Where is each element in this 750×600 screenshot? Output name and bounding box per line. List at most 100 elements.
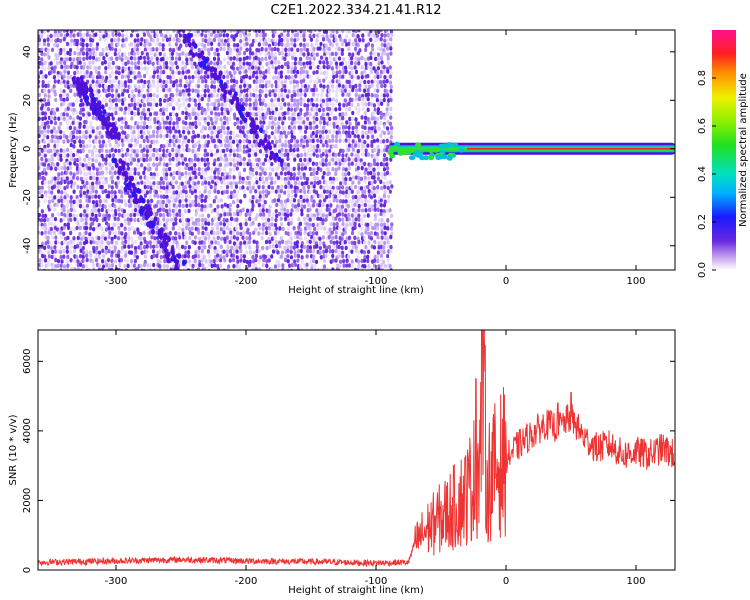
spectrogram-noise-cell xyxy=(232,175,236,180)
spectrogram-noise-cell xyxy=(226,42,231,48)
spectrogram-noise-cell xyxy=(172,121,176,126)
spectrogram-noise-cell xyxy=(290,189,294,194)
spectrogram-noise-cell xyxy=(187,83,191,88)
spectrogram-noise-cell xyxy=(270,130,274,136)
spectrogram-noise-cell xyxy=(342,259,346,264)
spectrogram-noise-cell xyxy=(379,133,383,139)
spectrogram-noise-cell xyxy=(152,175,156,180)
spectrogram-noise-cell xyxy=(359,79,363,84)
spectrogram-noise-cell xyxy=(41,111,45,116)
spectrogram-noise-cell xyxy=(206,41,210,47)
spectrogram-noise-cell xyxy=(312,167,316,172)
spectrogram-noise-cell xyxy=(283,162,287,167)
spectrogram-noise-cell xyxy=(338,259,343,264)
spectrogram-noise-cell xyxy=(158,147,162,153)
spectrogram-noise-cell xyxy=(360,65,364,70)
spectrogram-noise-cell xyxy=(367,166,371,171)
spectrogram-noise-cell xyxy=(318,32,322,38)
spectrogram-noise-cell xyxy=(62,198,66,203)
spectrogram-noise-cell xyxy=(105,153,109,159)
spectrogram-noise-cell xyxy=(113,37,118,43)
spectrogram-noise-cell xyxy=(110,226,114,232)
spectrogram-noise-cell xyxy=(191,148,195,154)
spectrogram-noise-cell xyxy=(183,185,188,190)
spectrogram-noise-cell xyxy=(382,64,386,70)
spectrogram-noise-cell xyxy=(280,250,285,255)
spectrogram-noise-cell xyxy=(196,133,200,139)
spectrogram-noise-cell xyxy=(279,171,284,176)
spectrogram-noise-cell xyxy=(137,171,141,176)
spectrogram-noise-cell xyxy=(261,245,265,251)
spectrogram-noise-cell xyxy=(95,83,99,88)
spectrogram-noise-cell xyxy=(162,185,166,191)
spectrogram-noise-cell xyxy=(95,126,100,131)
spectrogram-noise-cell xyxy=(66,199,70,204)
spectrogram-noise-cell xyxy=(169,129,173,134)
spectrogram-noise-cell xyxy=(124,106,128,111)
spectrogram-noise-cell xyxy=(367,231,371,237)
spectrogram-noise-cell xyxy=(110,46,114,51)
spectrogram-noise-cell xyxy=(88,190,92,195)
spectrogram-noise-cell xyxy=(38,37,42,43)
spectrogram-noise-cell xyxy=(193,189,197,194)
spectrogram-noise-cell xyxy=(284,134,288,139)
spectrogram-noise-cell xyxy=(169,117,173,122)
spectrogram-noise-cell xyxy=(294,30,298,33)
spectrogram-noise-cell xyxy=(347,240,351,245)
spectrogram-noise-cell xyxy=(308,207,312,212)
spectrogram-noise-cell xyxy=(357,30,361,33)
spectrogram-noise-cell xyxy=(210,93,214,98)
spectrogram-noise-cell xyxy=(201,30,205,33)
spectrogram-noise-cell xyxy=(95,46,99,51)
spectrogram-noise-cell xyxy=(78,116,83,121)
spectrogram-noise-cell xyxy=(284,148,288,153)
spectrogram-noise-cell xyxy=(196,180,201,185)
spectrogram-noise-cell xyxy=(354,106,358,111)
spectrogram-noise-cell xyxy=(95,42,100,47)
spectrogram-noise-cell xyxy=(107,184,111,189)
spectrogram-noise-cell xyxy=(143,47,148,52)
spectrogram-noise-cell xyxy=(136,125,140,130)
spectrogram-noise-cell xyxy=(113,248,117,254)
spectrogram-noise-cell xyxy=(337,253,341,259)
spectrogram-noise-cell xyxy=(59,88,63,93)
spectrogram-noise-cell xyxy=(117,84,121,89)
spectrogram-noise-cell xyxy=(353,184,358,190)
spectrogram-noise-cell xyxy=(115,88,119,94)
spectrogram-noise-cell xyxy=(164,34,168,39)
spectrogram-noise-cell xyxy=(299,47,303,53)
spectrogram-noise-cell xyxy=(334,167,338,173)
spectrogram-noise-cell xyxy=(364,148,368,153)
spectrogram-noise-cell xyxy=(296,234,300,240)
spectrogram-noise-cell xyxy=(308,34,312,39)
spectrogram-noise-cell xyxy=(363,264,367,269)
spectrogram-noise-cell xyxy=(161,107,166,112)
spectrogram-noise-cell xyxy=(385,162,389,167)
spectrogram-noise-cell xyxy=(43,52,47,57)
spectrogram-noise-cell xyxy=(228,152,232,158)
spectrogram-noise-cell xyxy=(311,161,315,166)
spectrogram-noise-cell xyxy=(223,102,227,107)
spectrogram-noise-cell xyxy=(117,148,121,154)
spectrogram-noise-cell xyxy=(265,61,269,67)
spectrogram-noise-cell xyxy=(380,262,384,268)
spectrogram-noise-cell xyxy=(155,253,159,259)
spectrogram-noise-cell xyxy=(309,259,313,265)
spectrogram-noise-cell xyxy=(239,97,244,103)
spectrogram-noise-cell xyxy=(42,162,47,167)
spectrogram-noise-cell xyxy=(383,33,387,38)
spectrogram-noise-cell xyxy=(47,226,51,231)
spectrogram-noise-cell xyxy=(154,203,159,208)
spectrogram-noise-cell xyxy=(366,79,371,85)
spectrogram-noise-cell xyxy=(233,121,237,127)
spectrogram-noise-cell xyxy=(364,115,368,121)
spectrogram-noise-cell xyxy=(242,138,246,144)
spectrogram-noise-cell xyxy=(219,227,223,232)
spectrogram-noise-cell xyxy=(159,199,163,205)
spectrogram-noise-cell xyxy=(330,189,335,194)
spectrogram-noise-cell xyxy=(168,212,172,217)
spectrogram-noise-cell xyxy=(271,75,276,80)
spectrogram-noise-cell xyxy=(65,147,70,153)
spectrogram-noise-cell xyxy=(276,250,280,255)
spectrogram-noise-cell xyxy=(207,93,212,98)
